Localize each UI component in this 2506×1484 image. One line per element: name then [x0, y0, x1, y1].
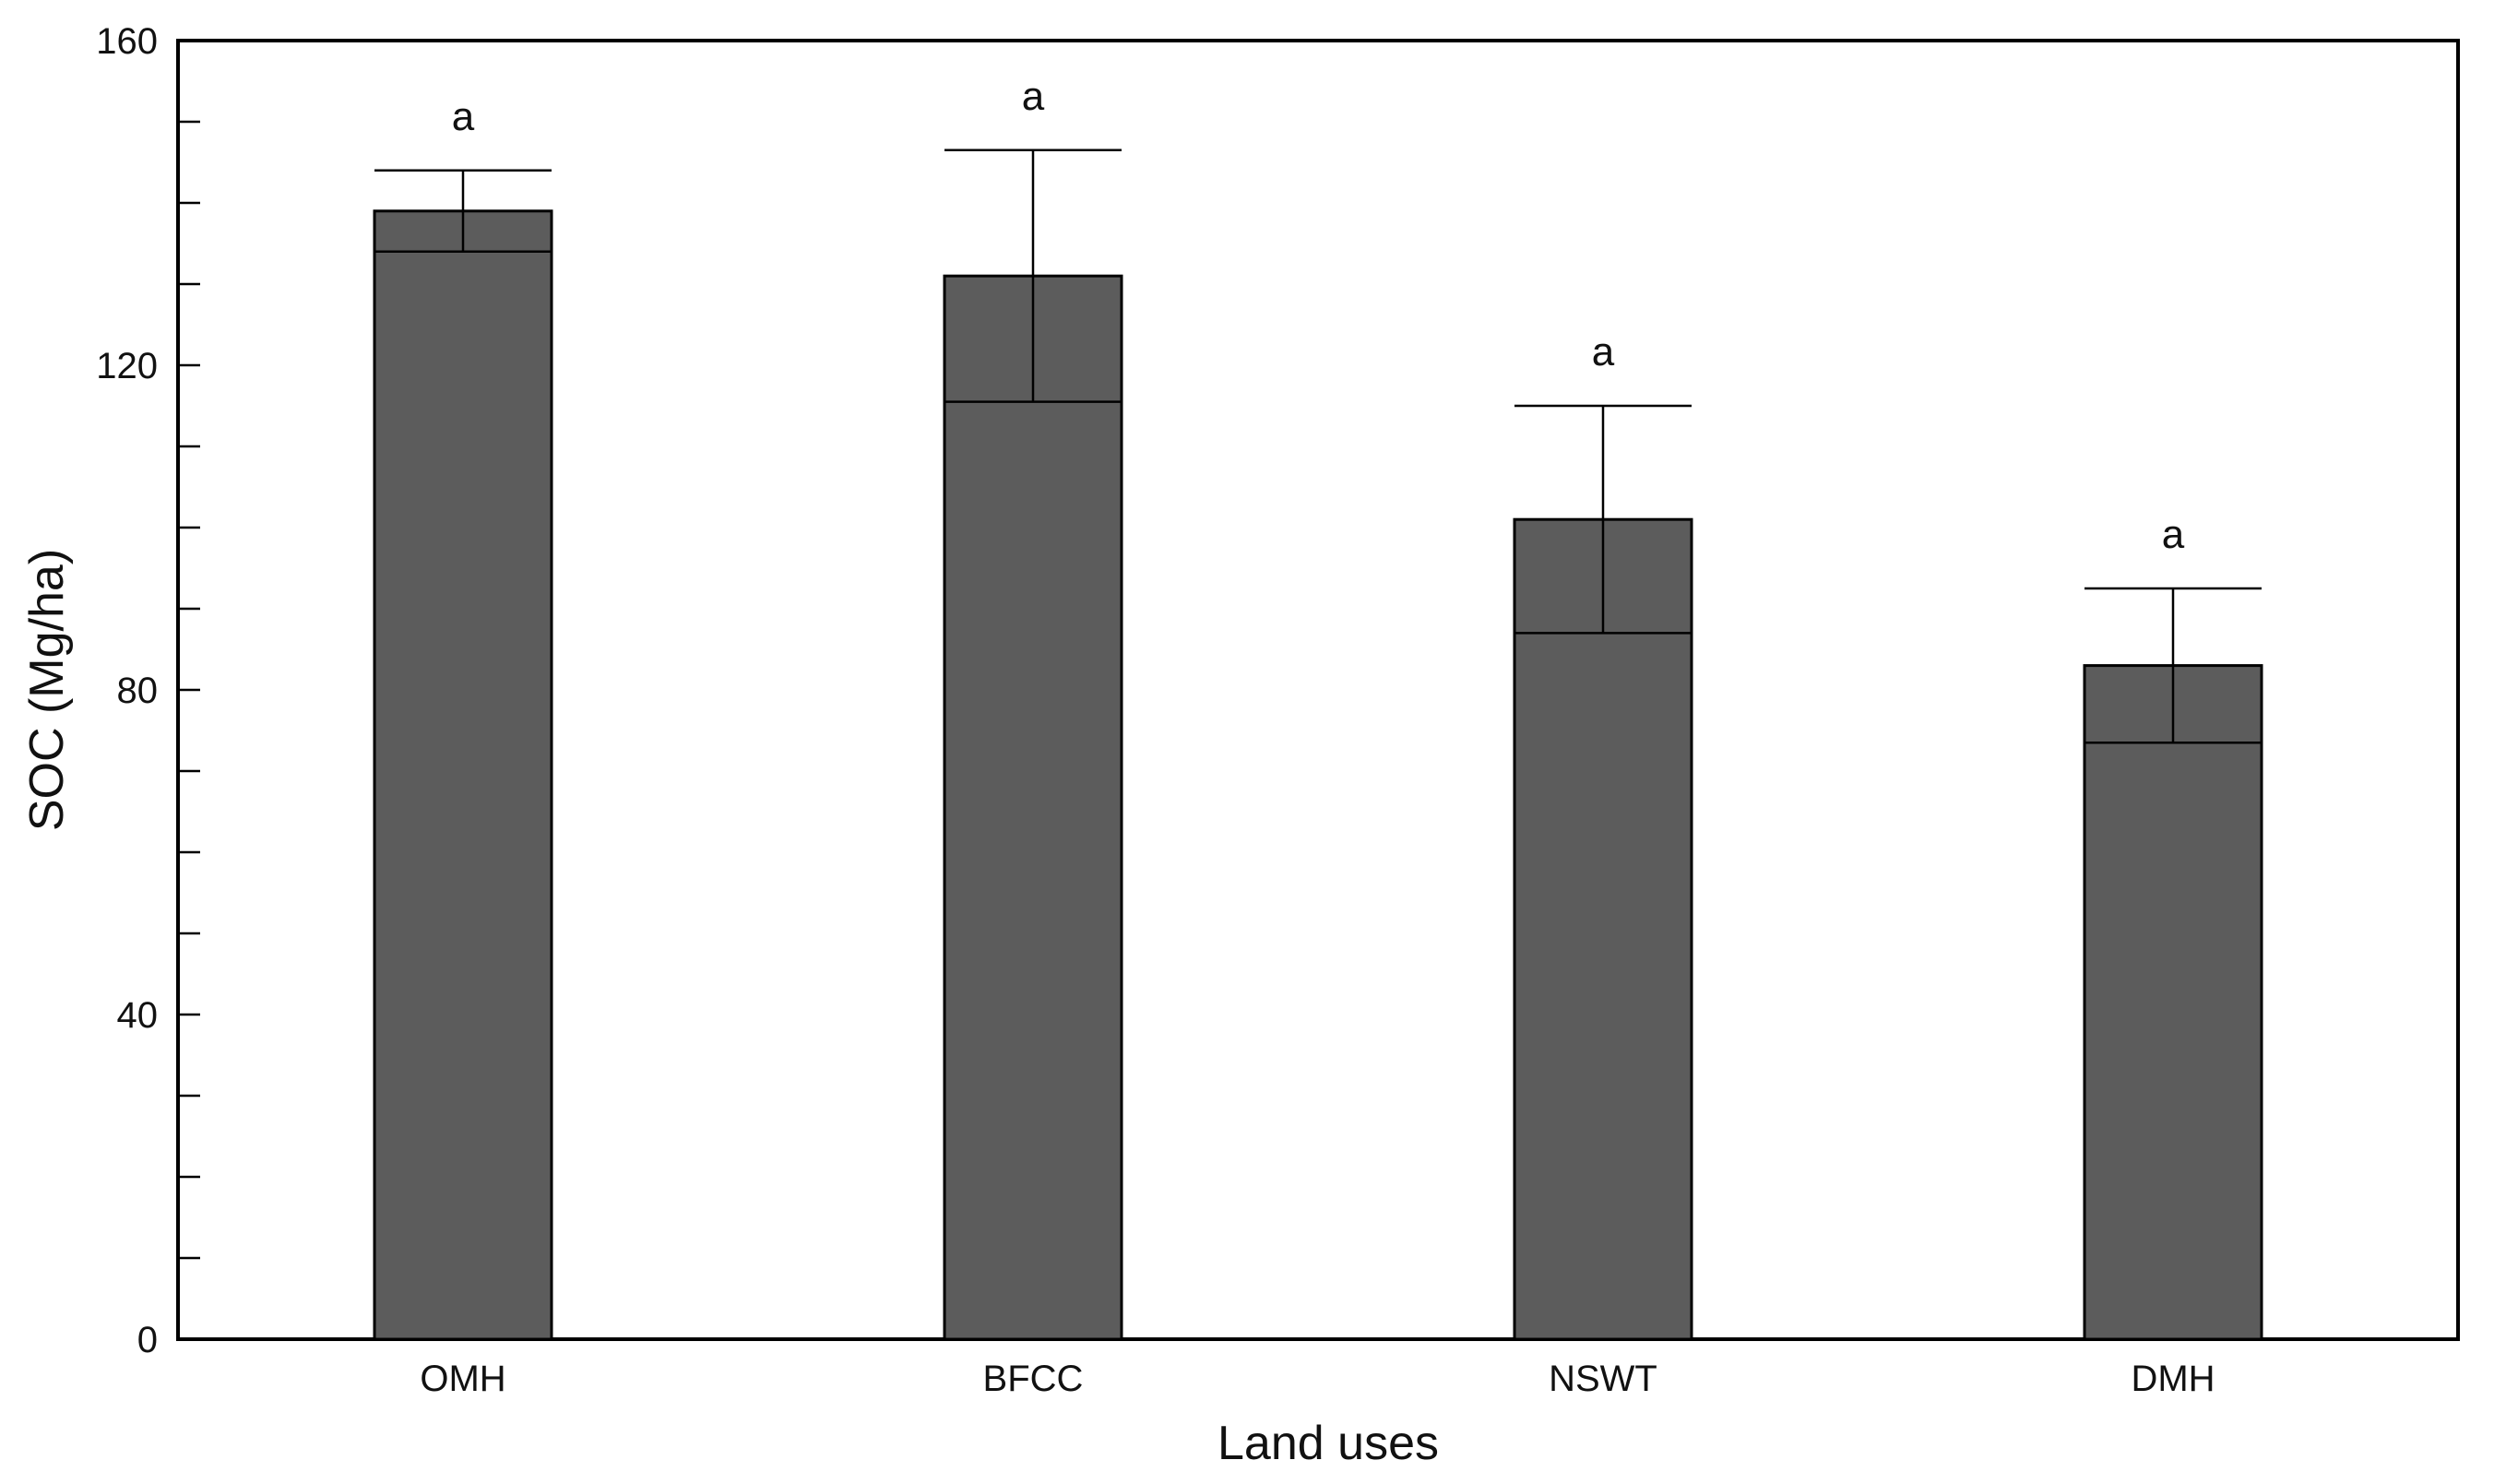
x-axis-title: Land uses — [1217, 1417, 1439, 1470]
y-axis-ticks: 0 40 80 120 160 — [96, 21, 200, 1360]
significance-label: a — [1592, 329, 1615, 374]
y-axis-title: SOC (Mg/ha) — [20, 549, 74, 831]
significance-label: a — [1022, 74, 1045, 119]
bar-omh — [373, 209, 553, 1341]
x-tick-label: OMH — [420, 1359, 505, 1399]
significance-label: a — [452, 94, 475, 139]
x-tick-label: BFCC — [983, 1359, 1084, 1399]
significance-label: a — [2162, 512, 2185, 557]
y-tick-label: 120 — [96, 346, 158, 386]
x-axis-category-labels: OMH BFCC NSWT DMH — [420, 1359, 2215, 1399]
y-tick-label: 0 — [137, 1320, 158, 1360]
y-tick-label: 40 — [117, 995, 159, 1036]
bar-series — [373, 209, 2263, 1341]
error-bars — [374, 148, 2262, 744]
y-tick-label: 80 — [117, 671, 159, 711]
bar-dmh — [2083, 664, 2263, 1341]
x-tick-label: NSWT — [1549, 1359, 1657, 1399]
x-tick-label: DMH — [2131, 1359, 2215, 1399]
y-tick-label: 160 — [96, 21, 158, 62]
bar-nswt — [1513, 517, 1693, 1341]
significance-labels: a a a a — [452, 74, 2185, 557]
bar-bfcc — [943, 274, 1123, 1341]
